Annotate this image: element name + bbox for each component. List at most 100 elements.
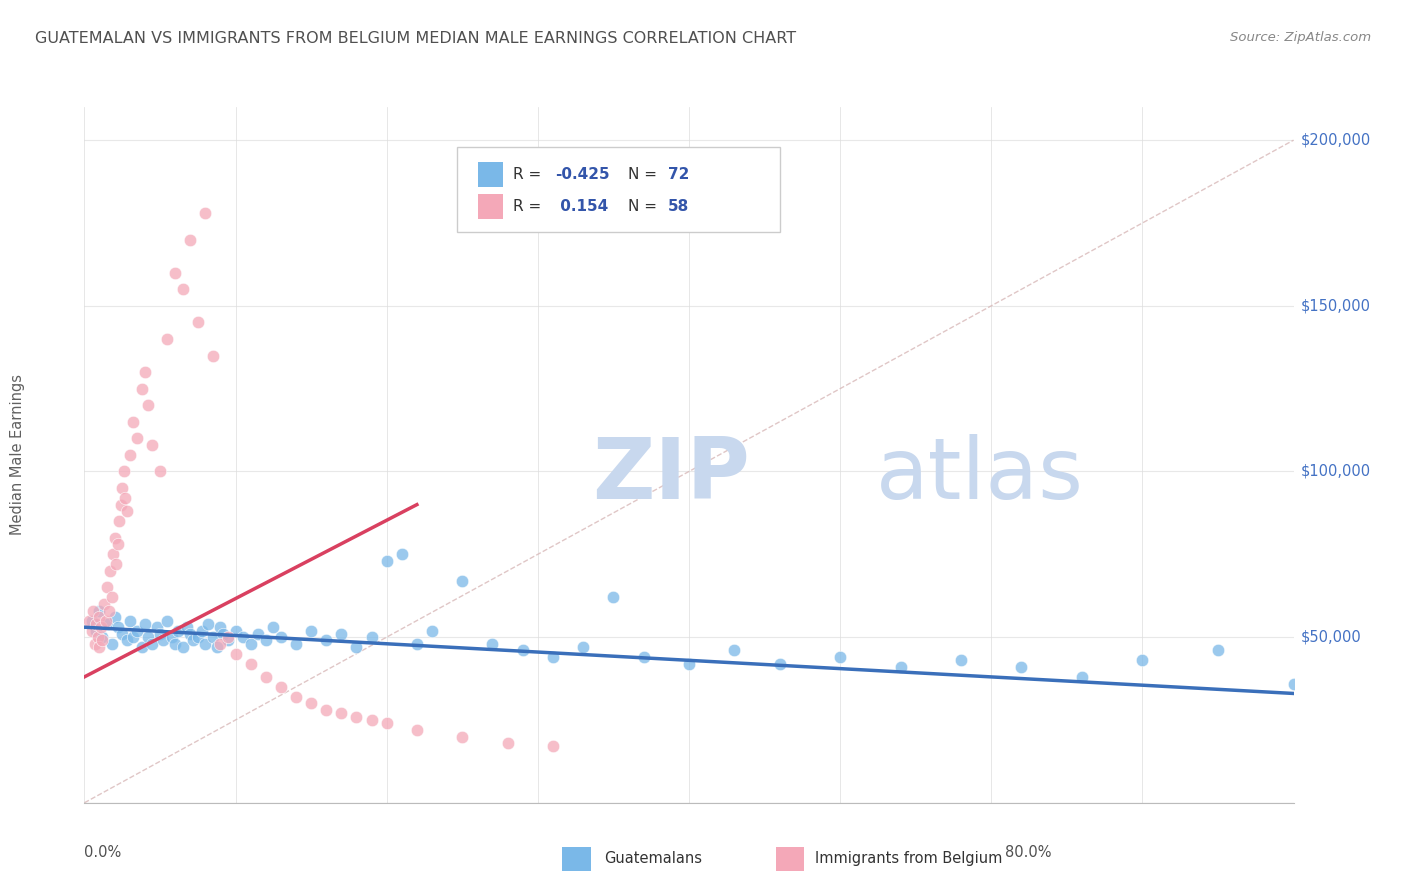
Text: R =: R = [513, 167, 547, 182]
Point [91, 633, 114, 648]
Text: $100,000: $100,000 [1301, 464, 1371, 479]
Point [950, 653, 973, 667]
Point [209, 620, 232, 634]
Point [633, 650, 655, 665]
Point [136, 398, 159, 412]
Text: atlas: atlas [876, 434, 1084, 517]
Point [315, 703, 337, 717]
Point [217, 633, 239, 648]
Point [131, 640, 153, 654]
Point [194, 206, 217, 220]
Point [111, 481, 134, 495]
Point [315, 633, 337, 648]
Point [160, 630, 183, 644]
Text: 58: 58 [668, 199, 689, 214]
Point [330, 627, 353, 641]
Point [100, 637, 122, 651]
Point [217, 630, 239, 644]
Point [375, 716, 398, 731]
Text: 80.0%: 80.0% [1005, 845, 1052, 860]
Point [86, 624, 108, 638]
Text: -0.425: -0.425 [555, 167, 610, 182]
Point [80, 614, 103, 628]
Point [541, 650, 564, 665]
Point [284, 637, 308, 651]
Point [346, 709, 368, 723]
Point [201, 630, 224, 644]
Point [225, 624, 247, 638]
Point [187, 630, 209, 644]
Point [96, 616, 118, 631]
Point [1071, 670, 1094, 684]
Point [406, 723, 429, 737]
Point [187, 315, 209, 329]
Point [156, 332, 179, 346]
Text: Guatemalans: Guatemalans [605, 851, 703, 865]
Point [89, 610, 111, 624]
Point [86, 616, 108, 631]
Point [149, 627, 172, 641]
Point [90, 620, 112, 634]
Point [723, 643, 745, 657]
Text: Source: ZipAtlas.com: Source: ZipAtlas.com [1230, 31, 1371, 45]
Point [141, 438, 163, 452]
Point [406, 637, 429, 651]
Text: 0.154: 0.154 [555, 199, 609, 214]
Text: Median Male Earnings: Median Male Earnings [10, 375, 25, 535]
Point [284, 690, 308, 704]
Point [141, 637, 163, 651]
Point [100, 591, 122, 605]
Point [163, 266, 186, 280]
Point [890, 660, 912, 674]
Point [172, 640, 194, 654]
Point [239, 657, 262, 671]
Point [181, 633, 204, 648]
Point [299, 697, 322, 711]
Point [299, 624, 322, 638]
Point [146, 620, 169, 634]
Point [118, 448, 141, 462]
Point [163, 637, 186, 651]
Point [541, 739, 564, 754]
Point [114, 491, 136, 505]
Point [91, 630, 114, 644]
Point [101, 547, 124, 561]
Point [89, 604, 111, 618]
Point [360, 630, 382, 644]
Point [107, 620, 129, 634]
Point [194, 637, 217, 651]
Point [172, 282, 194, 296]
Point [152, 633, 174, 648]
Point [201, 349, 224, 363]
Text: ZIP: ZIP [592, 434, 749, 517]
Point [115, 633, 138, 648]
Point [360, 713, 382, 727]
Point [191, 624, 214, 638]
Text: Immigrants from Belgium: Immigrants from Belgium [815, 851, 1002, 865]
Point [678, 657, 700, 671]
Point [105, 558, 128, 572]
Text: N =: N = [628, 167, 662, 182]
Point [496, 736, 519, 750]
Point [769, 657, 792, 671]
Point [98, 564, 121, 578]
Point [97, 604, 120, 618]
Text: R =: R = [513, 199, 547, 214]
Point [232, 630, 254, 644]
Point [270, 630, 292, 644]
Point [149, 465, 172, 479]
Point [209, 637, 232, 651]
Point [108, 514, 131, 528]
Text: 0.0%: 0.0% [84, 845, 121, 860]
Point [87, 630, 110, 644]
Point [1206, 643, 1229, 657]
Point [207, 640, 229, 654]
Point [602, 591, 624, 605]
Text: $50,000: $50,000 [1301, 630, 1362, 645]
Point [239, 637, 262, 651]
Point [131, 382, 153, 396]
Point [134, 365, 156, 379]
Point [127, 431, 149, 445]
Point [451, 574, 474, 588]
Point [1130, 653, 1153, 667]
